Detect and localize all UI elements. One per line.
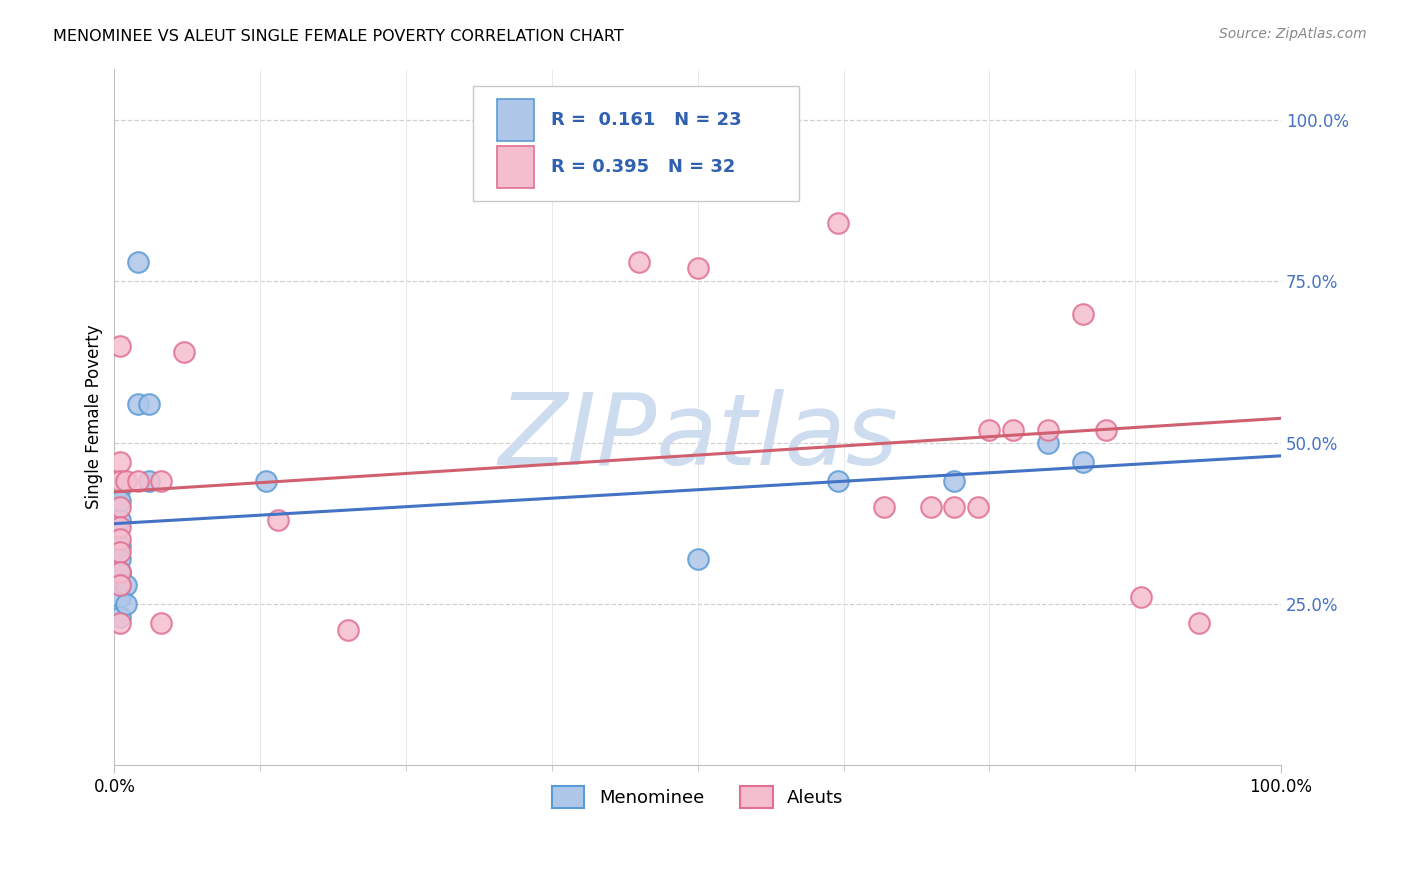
Point bbox=[110, 565, 132, 579]
Point bbox=[150, 475, 173, 489]
Point bbox=[110, 616, 132, 631]
Point bbox=[115, 577, 138, 591]
Point bbox=[943, 500, 966, 515]
Point bbox=[110, 565, 132, 579]
Point bbox=[127, 475, 149, 489]
Point bbox=[1188, 616, 1211, 631]
Point bbox=[110, 455, 132, 469]
Point bbox=[943, 475, 966, 489]
Point bbox=[110, 545, 132, 559]
Point bbox=[547, 113, 569, 128]
Point bbox=[173, 345, 195, 359]
Point bbox=[966, 500, 988, 515]
Point bbox=[110, 565, 132, 579]
Point bbox=[110, 551, 132, 566]
Point bbox=[110, 493, 132, 508]
Point bbox=[115, 475, 138, 489]
Point bbox=[110, 481, 132, 495]
FancyBboxPatch shape bbox=[498, 146, 534, 188]
Text: R =  0.161   N = 23: R = 0.161 N = 23 bbox=[551, 111, 741, 128]
Point bbox=[827, 475, 849, 489]
Point bbox=[1071, 307, 1094, 321]
Text: R = 0.395   N = 32: R = 0.395 N = 32 bbox=[551, 158, 735, 177]
Point bbox=[628, 255, 651, 269]
Point bbox=[110, 500, 132, 515]
Point bbox=[827, 216, 849, 230]
Legend: Menominee, Aleuts: Menominee, Aleuts bbox=[544, 779, 851, 815]
Point bbox=[110, 339, 132, 353]
Point bbox=[127, 255, 149, 269]
Point bbox=[150, 616, 173, 631]
Point bbox=[110, 577, 132, 591]
Point bbox=[920, 500, 942, 515]
Point bbox=[110, 610, 132, 624]
Text: Source: ZipAtlas.com: Source: ZipAtlas.com bbox=[1219, 27, 1367, 41]
Point bbox=[336, 623, 359, 637]
Y-axis label: Single Female Poverty: Single Female Poverty bbox=[86, 325, 103, 509]
Point bbox=[110, 577, 132, 591]
Point bbox=[110, 533, 132, 547]
Point bbox=[686, 261, 709, 276]
Point bbox=[138, 475, 160, 489]
FancyBboxPatch shape bbox=[498, 99, 534, 141]
Point bbox=[1036, 435, 1059, 450]
Point bbox=[254, 475, 277, 489]
Point bbox=[1001, 423, 1024, 437]
Point bbox=[979, 423, 1001, 437]
Point bbox=[1095, 423, 1118, 437]
FancyBboxPatch shape bbox=[472, 86, 799, 201]
Point bbox=[1036, 423, 1059, 437]
Point bbox=[127, 397, 149, 411]
Point bbox=[267, 513, 290, 527]
Point bbox=[873, 500, 896, 515]
Point bbox=[1071, 455, 1094, 469]
Point bbox=[110, 475, 132, 489]
Point bbox=[110, 539, 132, 553]
Text: MENOMINEE VS ALEUT SINGLE FEMALE POVERTY CORRELATION CHART: MENOMINEE VS ALEUT SINGLE FEMALE POVERTY… bbox=[53, 29, 624, 44]
Text: ZIPatlas: ZIPatlas bbox=[498, 389, 897, 486]
Point bbox=[110, 577, 132, 591]
Point bbox=[138, 397, 160, 411]
Point bbox=[110, 513, 132, 527]
Point bbox=[1130, 591, 1153, 605]
Point bbox=[115, 597, 138, 611]
Point bbox=[110, 591, 132, 605]
Point bbox=[110, 519, 132, 533]
Point bbox=[686, 551, 709, 566]
